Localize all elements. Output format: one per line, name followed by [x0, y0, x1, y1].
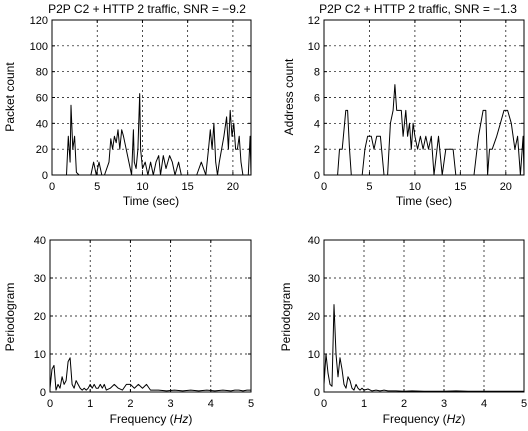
- y-tick-label: 4: [314, 118, 320, 130]
- y-tick-label: 30: [34, 273, 46, 285]
- x-tick-label: 3: [168, 398, 174, 410]
- x-tick-label: 15: [454, 181, 466, 193]
- y-tick-label: 120: [30, 15, 48, 27]
- x-tick-label: 10: [409, 181, 421, 193]
- y-tick-label: 0: [314, 170, 320, 182]
- x-tick-label: 3: [441, 398, 447, 410]
- x-axis-label-suffix: ): [461, 412, 465, 426]
- ticks: 0 1 2 3 4 5 0 10 20 30 40: [34, 235, 254, 410]
- y-tick-label: 0: [42, 170, 48, 182]
- x-tick-label: 10: [136, 181, 148, 193]
- series-layer: [324, 84, 525, 176]
- y-tick-label: 6: [314, 93, 320, 105]
- y-tick-label: 8: [314, 67, 320, 79]
- y-tick-label: 20: [34, 311, 46, 323]
- panel-bottom-left: 0 1 2 3 4 5 0 10 20 30 40 Periodogram Frequency (H…: [3, 235, 254, 426]
- ticks: 0 5 10 15 20 0 2 4 6 8 10 12: [308, 15, 524, 193]
- ticks: 0 1 2 3 4 5 0 10 20 30 40: [308, 235, 527, 410]
- x-tick-label: 5: [366, 181, 372, 193]
- series-line: [323, 304, 524, 392]
- panel-bottom-right: 0 1 2 3 4 5 0 10 20 30 40 Periodogram Frequency (H…: [279, 235, 527, 426]
- x-axis-label: Time (sec): [123, 194, 179, 208]
- y-tick-label: 60: [36, 93, 48, 105]
- x-tick-label: 20: [227, 181, 239, 193]
- series-line: [52, 93, 252, 176]
- y-axis-label: Periodogram: [3, 283, 17, 352]
- x-tick-label: 0: [321, 398, 327, 410]
- grid: [324, 20, 524, 175]
- x-axis-label: Frequency (Hz): [110, 412, 193, 426]
- y-axis-label: Periodogram: [279, 283, 293, 352]
- y-tick-label: 2: [314, 144, 320, 156]
- x-tick-label: 0: [321, 181, 327, 193]
- y-tick-label: 10: [34, 349, 46, 361]
- x-tick-label: 5: [248, 398, 254, 410]
- series-line: [324, 84, 525, 176]
- x-tick-label: 5: [94, 181, 100, 193]
- x-axis-label: Time (sec): [396, 194, 452, 208]
- y-tick-label: 12: [308, 15, 320, 27]
- x-axis-label-unit: Hz: [447, 412, 462, 426]
- x-tick-label: 4: [481, 398, 487, 410]
- x-tick-label: 20: [500, 181, 512, 193]
- grid: [50, 240, 251, 392]
- x-axis-label-suffix: ): [188, 412, 192, 426]
- x-axis-label-unit: Hz: [174, 412, 189, 426]
- y-tick-label: 100: [30, 41, 48, 53]
- x-tick-label: 15: [182, 181, 194, 193]
- series-line: [49, 357, 251, 392]
- panel-top-left: P2P C2 + HTTP 2 traffic, SNR = −9.2 0 5 10…: [3, 2, 252, 208]
- series-layer: [323, 304, 524, 392]
- panel-title: P2P C2 + HTTP 2 traffic, SNR = −1.3: [319, 2, 517, 16]
- grid: [324, 240, 524, 392]
- x-tick-label: 0: [47, 398, 53, 410]
- y-tick-label: 10: [308, 41, 320, 53]
- y-tick-label: 10: [308, 349, 320, 361]
- y-axis-label: Packet count: [3, 62, 17, 132]
- y-tick-label: 40: [34, 235, 46, 247]
- x-axis-label-prefix: Frequency (: [383, 412, 447, 426]
- grid: [52, 20, 251, 175]
- x-tick-label: 2: [127, 398, 133, 410]
- x-axis-label-prefix: Frequency (: [110, 412, 174, 426]
- panel-title: P2P C2 + HTTP 2 traffic, SNR = −9.2: [48, 2, 246, 16]
- x-tick-label: 5: [521, 398, 527, 410]
- y-axis-label: Address count: [282, 58, 296, 135]
- x-tick-label: 1: [361, 398, 367, 410]
- y-tick-label: 40: [308, 235, 320, 247]
- y-tick-label: 30: [308, 273, 320, 285]
- y-tick-label: 80: [36, 67, 48, 79]
- series-layer: [52, 93, 252, 176]
- x-tick-label: 2: [401, 398, 407, 410]
- x-tick-label: 4: [208, 398, 214, 410]
- ticks: 0 5 10 15 20 0 20 40 60 80 100 120: [30, 15, 251, 193]
- y-tick-label: 0: [314, 387, 320, 399]
- panel-top-right: P2P C2 + HTTP 2 traffic, SNR = −1.3 0 5 10…: [282, 2, 525, 208]
- y-tick-label: 20: [308, 311, 320, 323]
- y-tick-label: 40: [36, 118, 48, 130]
- x-tick-label: 1: [87, 398, 93, 410]
- series-layer: [49, 357, 251, 392]
- y-tick-label: 20: [36, 144, 48, 156]
- x-tick-label: 0: [49, 181, 55, 193]
- x-axis-label: Frequency (Hz): [383, 412, 466, 426]
- y-tick-label: 0: [40, 387, 46, 399]
